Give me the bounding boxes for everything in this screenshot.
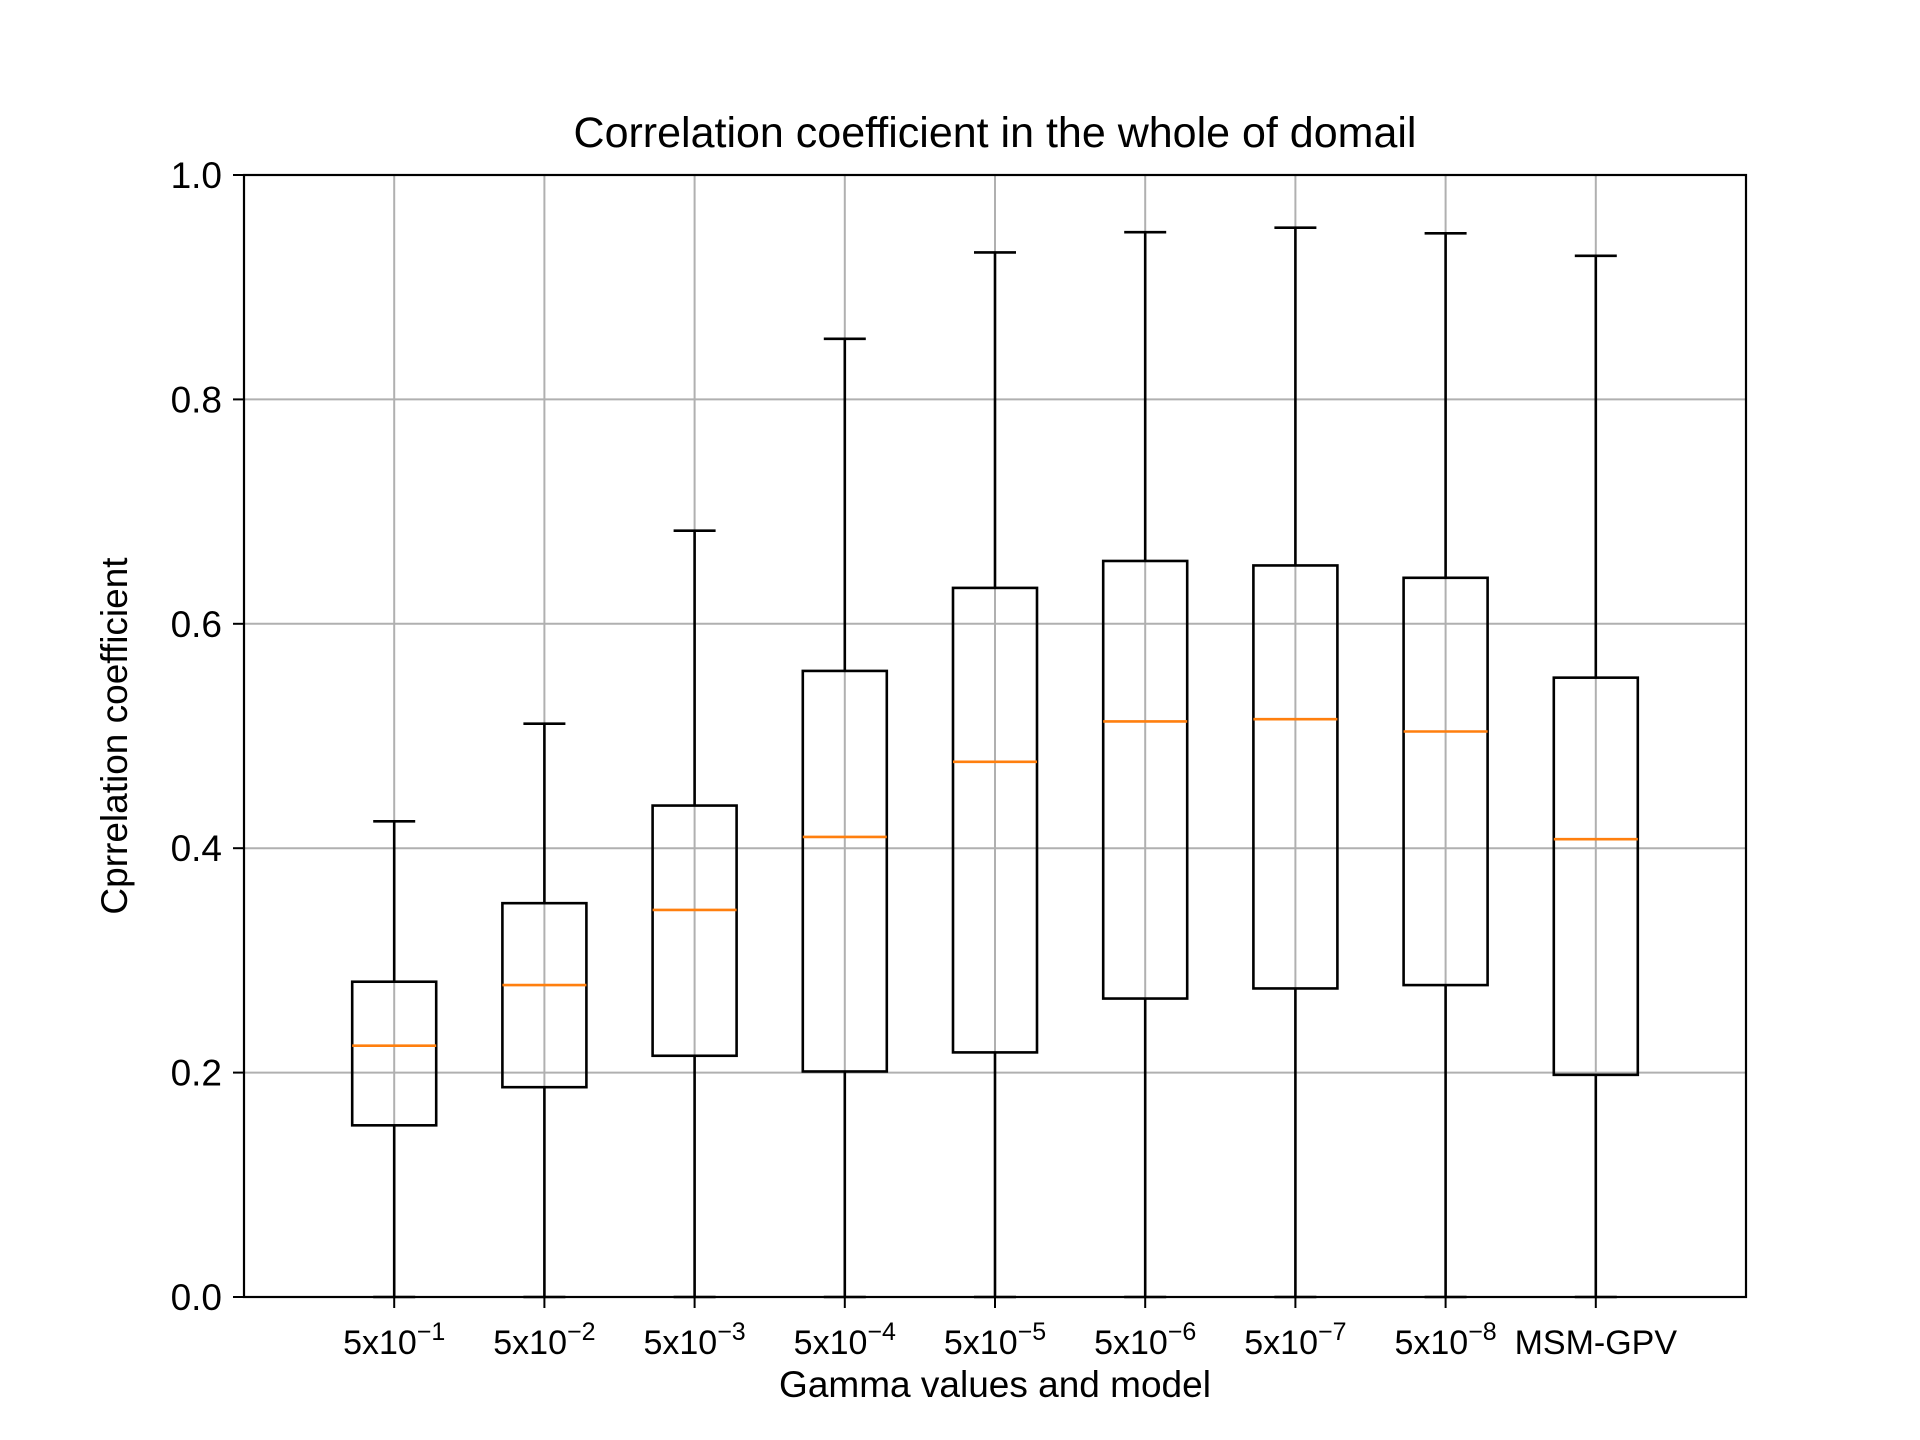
x-tick-label-base: 5x10 xyxy=(944,1324,1018,1362)
box-8 xyxy=(1402,232,1489,1299)
x-tick-label-exponent: −6 xyxy=(1168,1318,1197,1346)
iqr-box xyxy=(501,901,588,1089)
x-axis-label: Gamma values and model xyxy=(779,1364,1211,1405)
iqr-box xyxy=(951,586,1039,1054)
chart-title: Correlation coefficient in the whole of … xyxy=(574,109,1417,157)
x-tick-label: MSM-GPV xyxy=(1515,1324,1678,1362)
boxes xyxy=(350,226,1640,1299)
x-tick-label: 5x10−3 xyxy=(643,1318,745,1362)
iqr-box xyxy=(1552,676,1640,1077)
x-tick-label-base: 5x10 xyxy=(1244,1324,1318,1362)
y-tick-label: 0.4 xyxy=(171,828,222,869)
y-tick-label: 1.0 xyxy=(171,155,222,196)
x-tick-label-base: 5x10 xyxy=(643,1324,717,1362)
x-tick-label: 5x10−7 xyxy=(1244,1318,1346,1362)
x-tick-label-exponent: −4 xyxy=(867,1318,896,1346)
y-tick-label: 0.6 xyxy=(171,604,222,645)
x-tick-label: 5x10−5 xyxy=(944,1318,1046,1362)
x-tick-label-base: 5x10 xyxy=(343,1324,417,1362)
x-tick-label-exponent: −2 xyxy=(567,1318,596,1346)
x-tick-label-base: 5x10 xyxy=(493,1324,567,1362)
x-tick-label-exponent: −8 xyxy=(1468,1318,1497,1346)
iqr-box xyxy=(651,804,738,1058)
iqr-box xyxy=(1402,576,1489,987)
x-tick-label: 5x10−4 xyxy=(794,1318,896,1362)
x-tick-label-base: 5x10 xyxy=(794,1324,868,1362)
iqr-box xyxy=(350,980,438,1127)
x-tick-label-exponent: −3 xyxy=(717,1318,746,1346)
x-tick-label-exponent: −7 xyxy=(1318,1318,1347,1346)
iqr-box xyxy=(1252,564,1339,990)
x-tick-label-base: 5x10 xyxy=(1394,1324,1468,1362)
x-tick-label: 5x10−2 xyxy=(493,1318,595,1362)
y-tick-label: 0.0 xyxy=(171,1277,222,1318)
x-tick-label-exponent: −1 xyxy=(417,1318,446,1346)
box-5 xyxy=(951,251,1039,1299)
y-tick-label: 0.2 xyxy=(171,1053,222,1094)
box-7 xyxy=(1252,226,1339,1299)
x-tick-label: 5x10−1 xyxy=(343,1318,445,1362)
box-2 xyxy=(501,722,588,1299)
x-tick-label: 5x10−6 xyxy=(1094,1318,1196,1362)
iqr-box xyxy=(1101,559,1189,1000)
x-tick-label-base: MSM-GPV xyxy=(1515,1324,1678,1362)
iqr-box xyxy=(801,669,889,1073)
y-tick-label: 0.8 xyxy=(171,379,222,420)
y-axis-label: Cprrelation coefficient xyxy=(94,557,135,915)
x-tick-label: 5x10−8 xyxy=(1394,1318,1496,1362)
x-tick-label-base: 5x10 xyxy=(1094,1324,1168,1362)
x-tick-label-exponent: −5 xyxy=(1018,1318,1047,1346)
box-6 xyxy=(1101,230,1189,1299)
box-4 xyxy=(801,337,889,1299)
